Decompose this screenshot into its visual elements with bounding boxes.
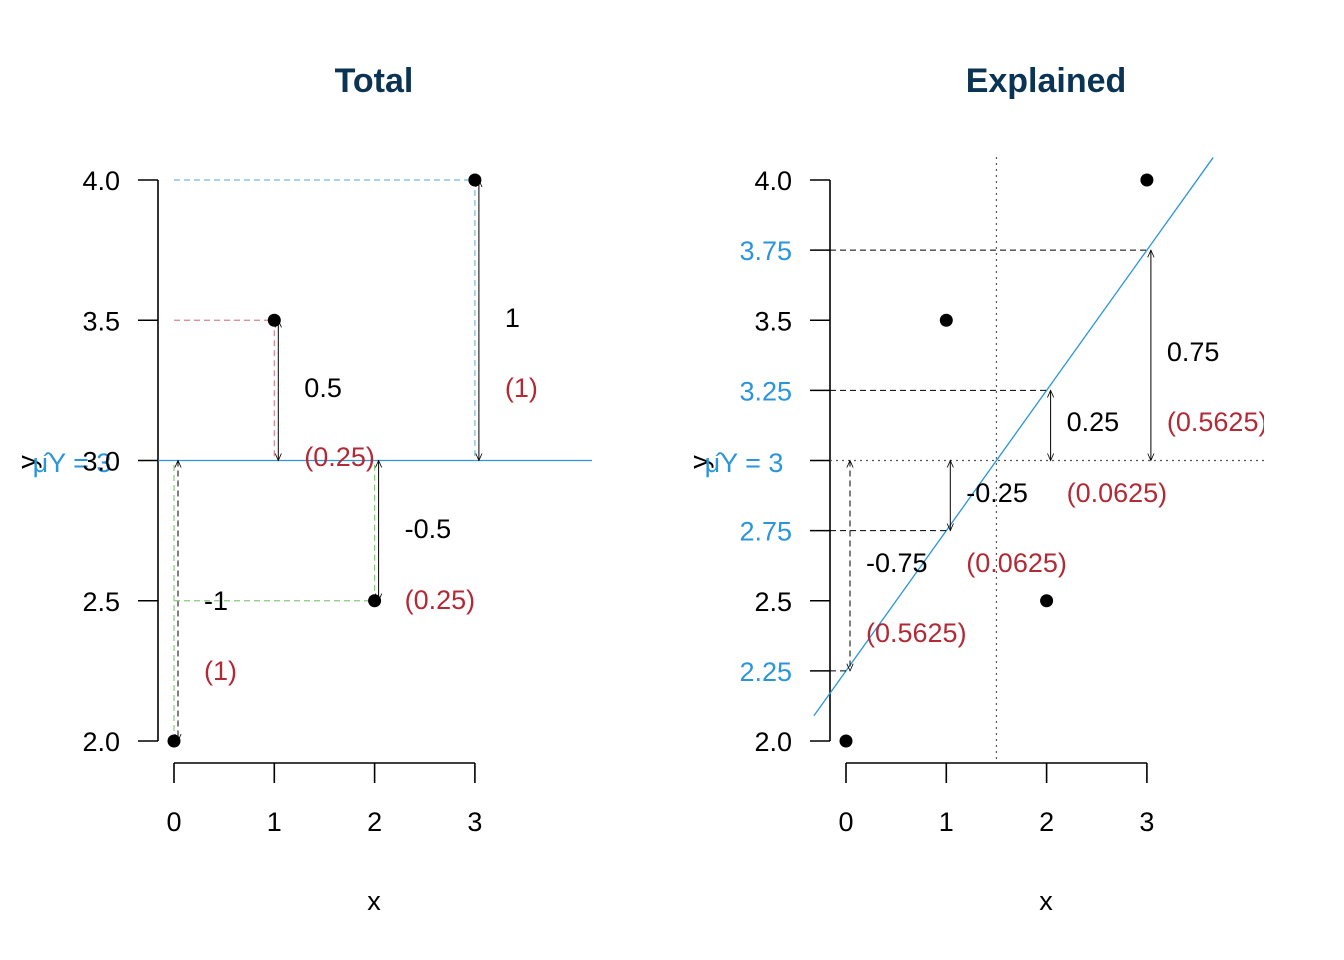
deviation-label: 0.5	[304, 373, 342, 403]
mean-label-explained: μ̂Y = 3	[705, 448, 784, 478]
data-point	[267, 313, 281, 327]
explained-label: 0.75	[1167, 337, 1220, 367]
x-tick-label: 1	[939, 807, 954, 837]
fitted-tick-label: 3.25	[739, 376, 792, 406]
squared-explained-label: (0.5625)	[866, 618, 967, 648]
data-point	[368, 594, 382, 608]
data-point	[839, 734, 853, 748]
y-tick-label: 4.0	[82, 166, 120, 196]
y-axis-label-explained: y	[684, 455, 714, 469]
deviation-label: 1	[505, 303, 520, 333]
y-tick-label: 3.5	[82, 306, 120, 336]
y-tick-label: 3.0	[82, 447, 120, 477]
x-axis-label-total: x	[367, 886, 381, 916]
x-tick-label: 1	[267, 807, 282, 837]
squared-explained-label: (0.0625)	[966, 548, 1067, 578]
panel-total: 2.02.53.03.54.00 1 2 3-1(1)0.5(0.25)-0.5(0.…	[82, 166, 592, 837]
x-tick-label: 2	[367, 807, 382, 837]
squared-explained-label: (0.0625)	[1067, 478, 1168, 508]
explained-label: -0.25	[966, 478, 1028, 508]
y-tick-label: 4.0	[754, 166, 792, 196]
data-point	[1040, 594, 1054, 608]
x-tick-label: 2	[1039, 807, 1054, 837]
data-point	[167, 734, 181, 748]
fitted-tick-label: 2.75	[739, 517, 792, 547]
y-tick-label: 2.5	[82, 587, 120, 617]
y-tick-label: 2.5	[754, 587, 792, 617]
y-tick-label: 2.0	[82, 727, 120, 757]
chart-title-total: Total	[335, 62, 414, 100]
squared-deviation-label: (1)	[204, 656, 237, 686]
regression-line	[813, 157, 1214, 717]
data-point	[939, 313, 953, 327]
x-tick-label: 0	[166, 807, 181, 837]
squared-explained-label: (0.5625)	[1167, 407, 1268, 437]
squared-deviation-label: (0.25)	[405, 585, 476, 615]
x-tick-label: 0	[838, 807, 853, 837]
data-point	[1140, 173, 1154, 187]
explained-annotations: -0.75 (0.5625) -0.25 (0.0625) 0.25 (0.0625) 0.…	[866, 337, 1268, 648]
deviation-label: -0.5	[405, 514, 452, 544]
x-tick-label: 3	[1139, 807, 1154, 837]
squared-deviation-label: (1)	[505, 373, 538, 403]
mean-label-total: μ̂Y = 3	[33, 448, 112, 478]
y-axis-label-total: y	[12, 455, 42, 469]
explained-label: -0.75	[866, 548, 928, 578]
fitted-tick-label: 3.75	[739, 236, 792, 266]
x-axis-label-explained: x	[1039, 886, 1053, 916]
explained-label: 0.25	[1067, 407, 1120, 437]
data-point	[468, 173, 482, 187]
y-tick-label: 2.0	[754, 727, 792, 757]
fitted-tick-label: 2.25	[739, 657, 792, 687]
panel-explained: 2.0 2.5 3.5 4.0 2.25 2.75 3.25 3.75 0 1 2 3 -0.75 (0.…	[739, 157, 1268, 837]
chart-title-explained: Explained	[966, 62, 1127, 100]
y-tick-label: 3.5	[754, 306, 792, 336]
squared-deviation-label: (0.25)	[304, 442, 375, 472]
x-tick-label: 3	[467, 807, 482, 837]
